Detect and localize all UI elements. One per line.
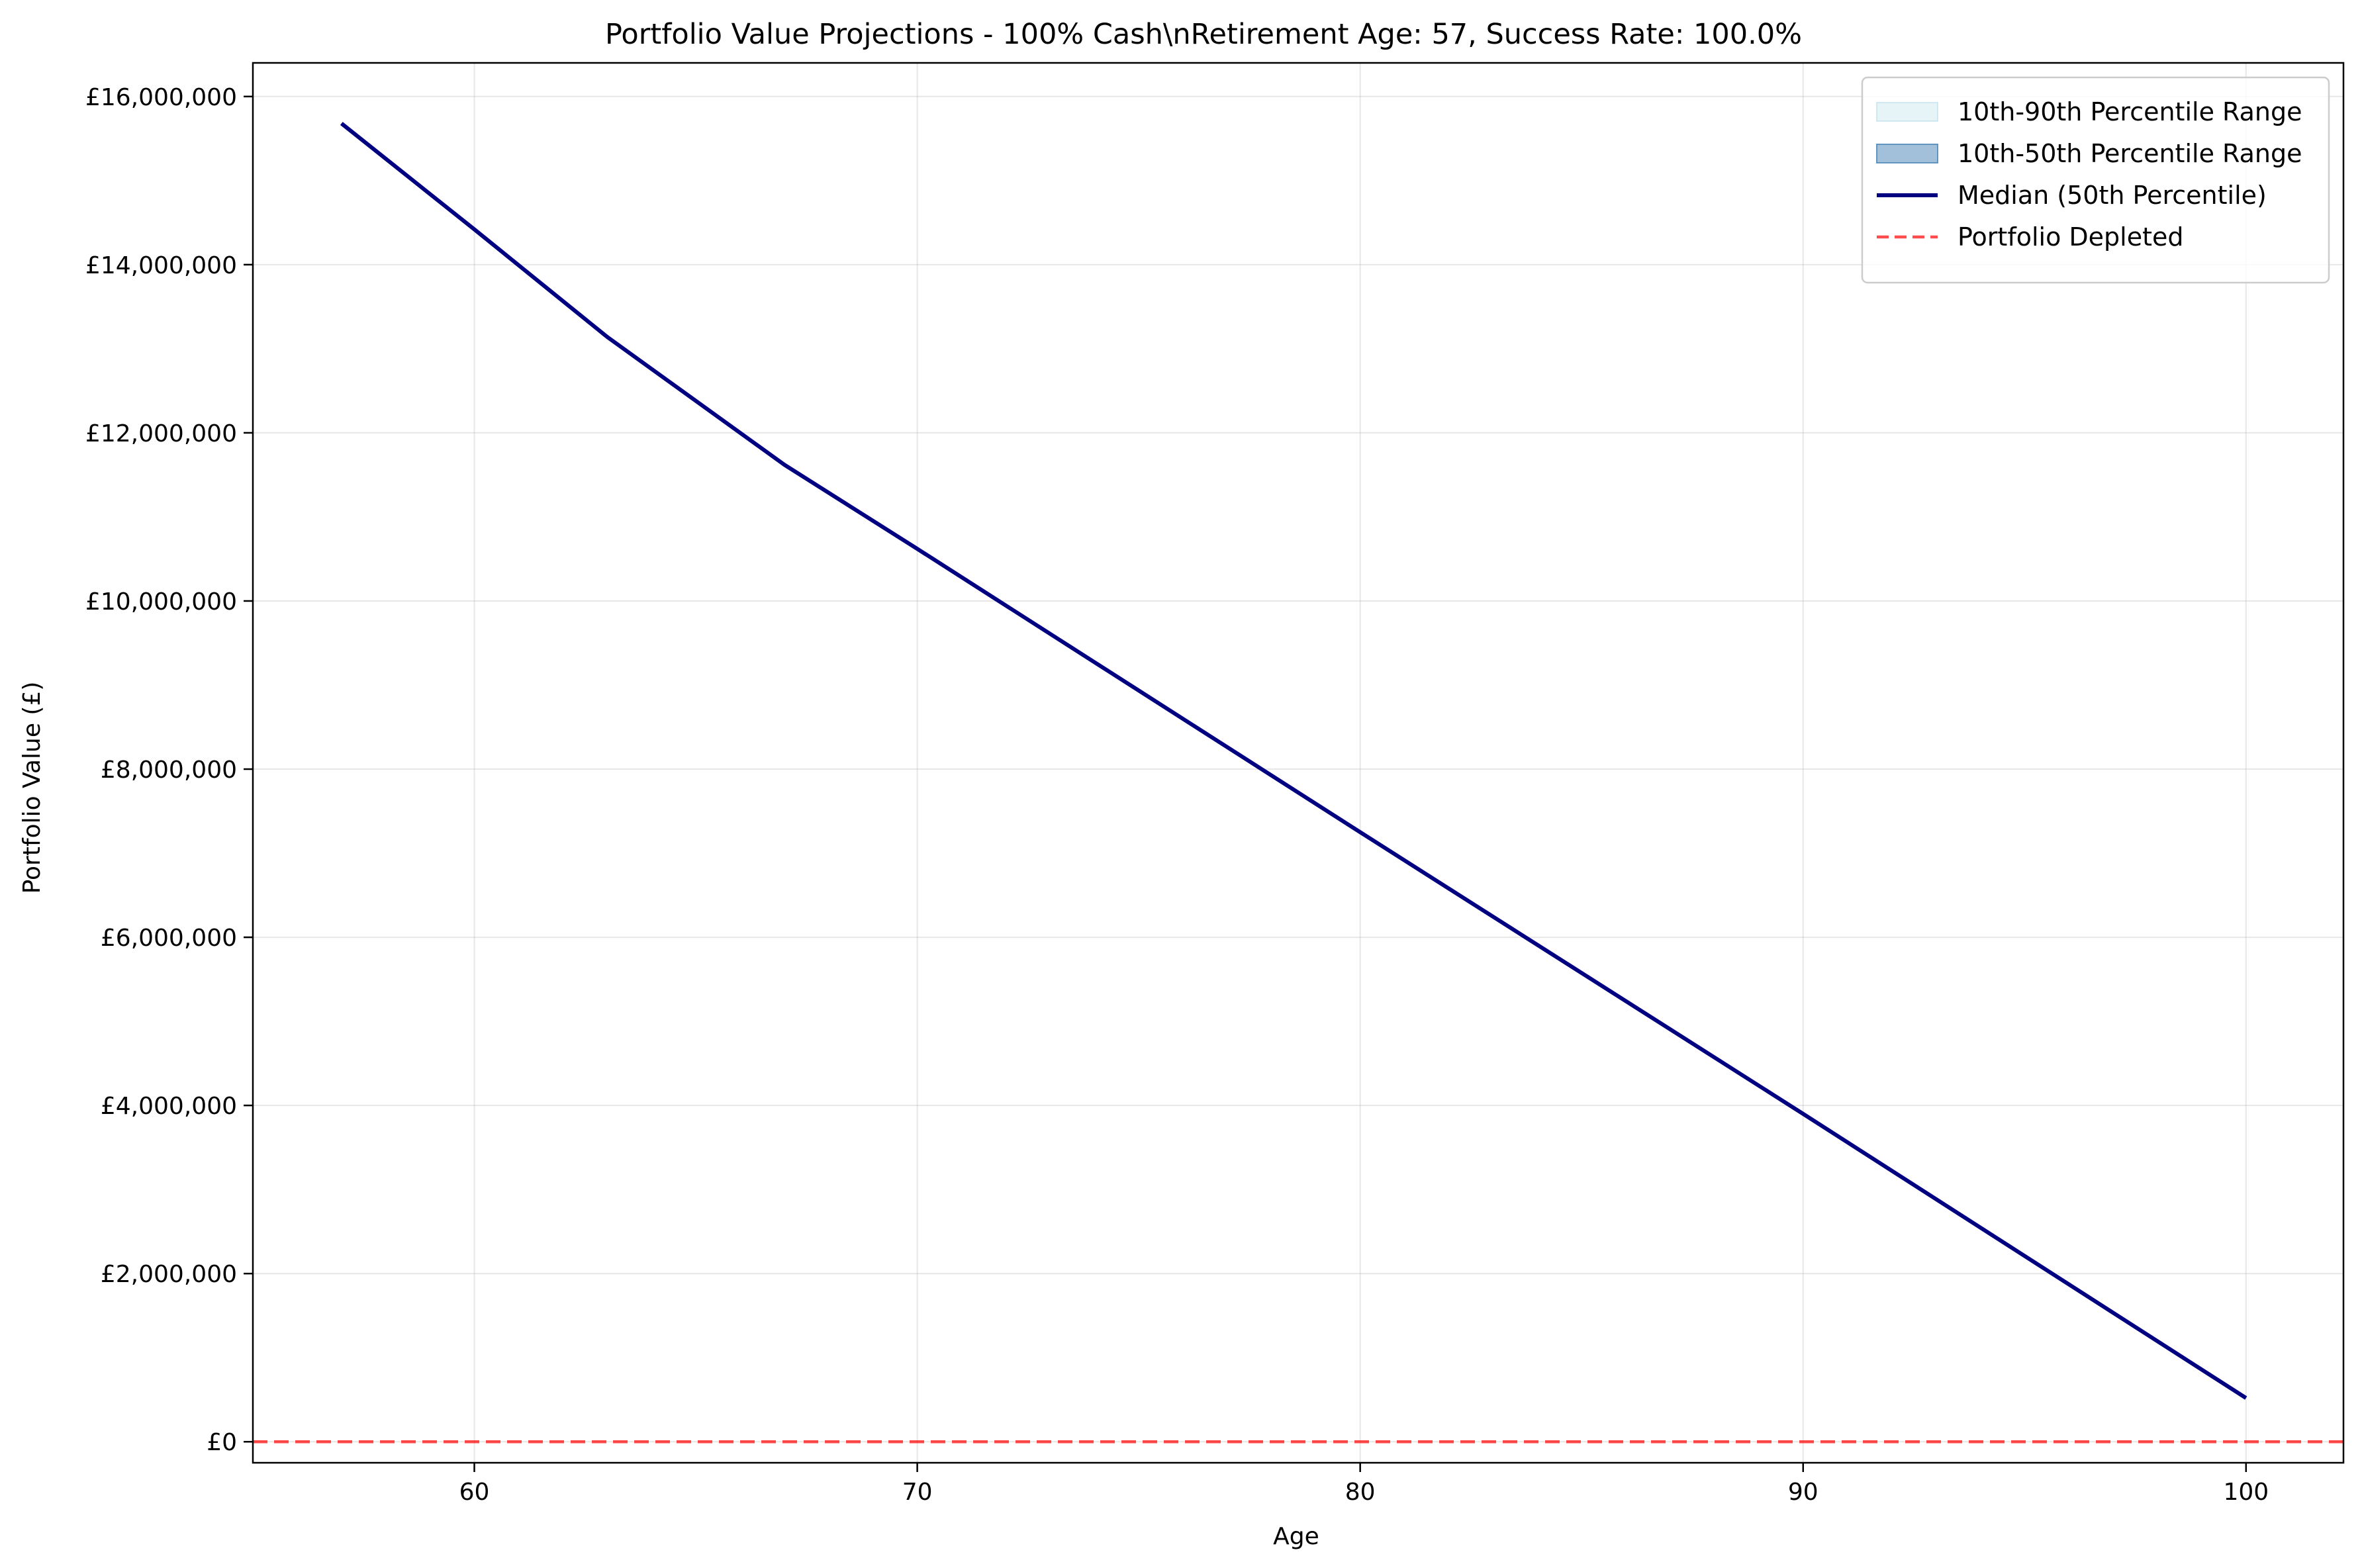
legend-box: [1861, 76, 2330, 284]
median-line: [340, 122, 2247, 1400]
axis-ticks: 60 70 80 90 100 £0 £2,000,000 £4,000,000 £6,000,…: [85, 84, 2269, 1506]
grid: [253, 63, 2343, 1463]
y-tick-label: £6,000,000: [101, 925, 237, 952]
x-tick-label: 90: [1788, 1479, 1819, 1506]
y-axis-label: Portfolio Value (£): [19, 682, 46, 894]
y-tick-label: £12,000,000: [85, 420, 237, 447]
legend-swatch: [1876, 102, 1938, 122]
x-axis-label: Age: [1273, 1523, 1319, 1550]
x-tick-label: 80: [1345, 1479, 1376, 1506]
plot-data: [253, 122, 2343, 1444]
legend-label: Portfolio Depleted: [1958, 222, 2184, 252]
y-tick-label: £14,000,000: [85, 252, 237, 279]
legend-label: Median (50th Percentile): [1958, 181, 2267, 210]
y-tick-label: £2,000,000: [101, 1261, 237, 1288]
plot-frame: [252, 62, 2345, 1464]
x-tick-label: 100: [2223, 1479, 2269, 1506]
legend-label: 10th-50th Percentile Range: [1958, 139, 2302, 168]
y-tick-label: £8,000,000: [101, 757, 237, 784]
y-tick-label: £16,000,000: [85, 84, 237, 111]
legend-label: 10th-90th Percentile Range: [1958, 97, 2302, 126]
legend: 10th-90th Percentile Range 10th-50th Perc…: [1861, 76, 2330, 284]
x-tick-label: 60: [459, 1479, 490, 1506]
legend-swatch: [1876, 144, 1938, 163]
y-tick-label: £0: [207, 1429, 237, 1456]
x-tick-label: 70: [902, 1479, 933, 1506]
chart-title: Portfolio Value Projections - 100% Cash\…: [605, 18, 1802, 51]
y-tick-label: £4,000,000: [101, 1093, 237, 1120]
y-tick-label: £10,000,000: [85, 588, 237, 616]
